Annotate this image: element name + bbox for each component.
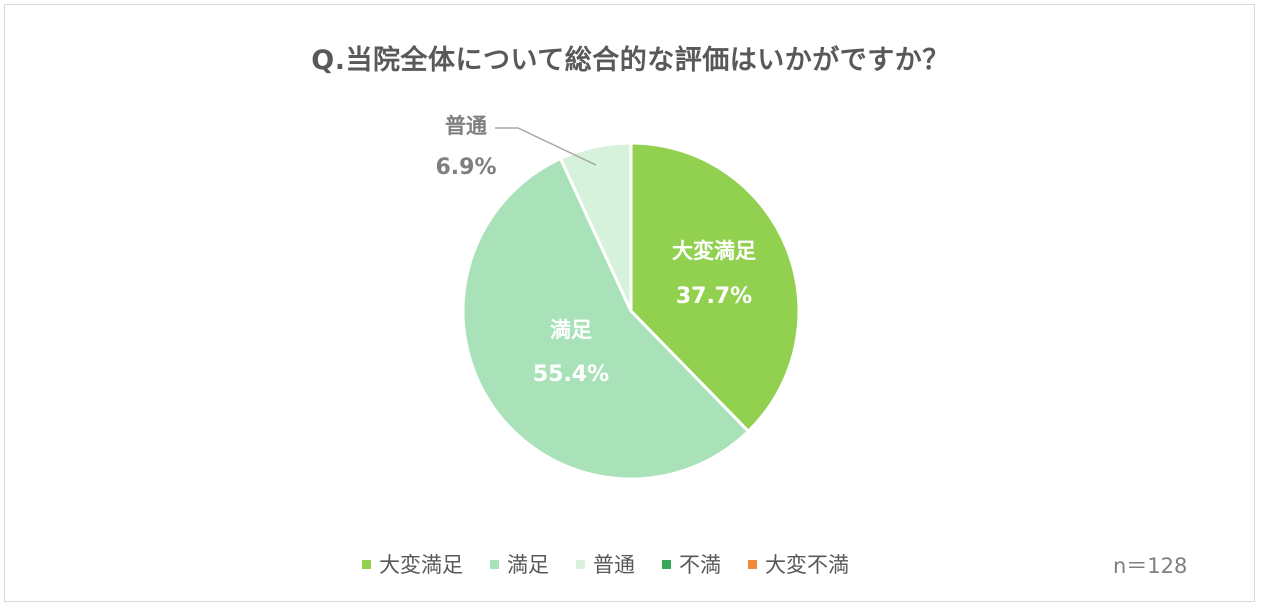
pie-labels: 大変満足 37.7% 満足 55.4% 普通 6.9%	[435, 114, 756, 387]
legend-item-satisfied: 満足	[490, 549, 549, 579]
slice-label-value: 37.7%	[676, 284, 752, 309]
chart-title: Q.当院全体について総合的な評価はいかがですか？	[311, 45, 950, 76]
legend-label: 大変不満	[765, 553, 849, 577]
legend-label: 満足	[507, 553, 549, 577]
legend-swatch	[490, 559, 499, 569]
slice-very-satisfied	[629, 141, 801, 434]
chart-legend: 大変満足 満足 普通 不満 大変不満	[362, 549, 876, 579]
slice-label-value: 55.4%	[533, 362, 609, 387]
leader-line	[495, 127, 597, 166]
legend-item-very-dissatisfied: 大変不満	[748, 549, 849, 579]
slice-label-value: 6.9%	[435, 155, 496, 180]
sample-size-label: n＝128	[1113, 554, 1188, 578]
pie-slices	[461, 141, 801, 481]
legend-swatch	[362, 559, 371, 569]
legend-swatch	[748, 559, 757, 569]
slice-label-category: 大変満足	[672, 239, 756, 263]
legend-item-dissatisfied: 不満	[662, 549, 721, 579]
legend-label: 大変満足	[379, 553, 463, 577]
legend-swatch	[576, 559, 585, 569]
slice-satisfied	[461, 156, 751, 481]
legend-swatch	[662, 559, 671, 569]
legend-item-neutral: 普通	[576, 549, 635, 579]
slice-label-category: 満足	[550, 318, 592, 342]
legend-item-very-satisfied: 大変満足	[362, 549, 463, 579]
slice-neutral	[558, 141, 633, 312]
legend-label: 不満	[679, 553, 721, 577]
slice-label-category: 普通	[445, 114, 487, 138]
legend-label: 普通	[593, 553, 635, 577]
